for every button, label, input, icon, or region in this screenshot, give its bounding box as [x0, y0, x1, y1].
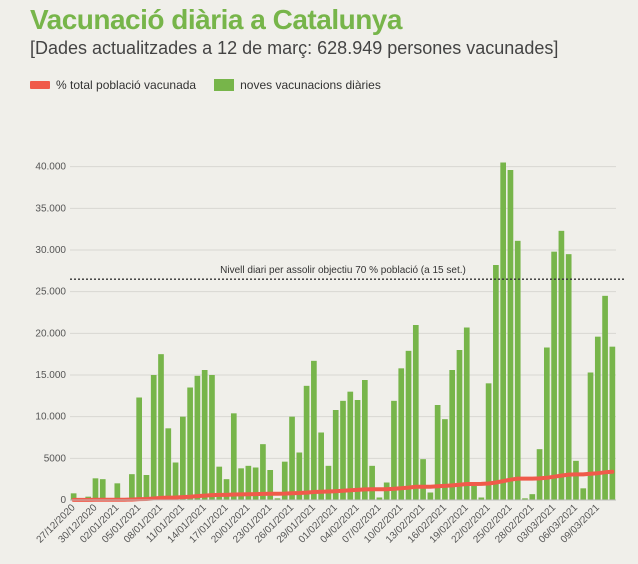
bar	[194, 375, 201, 500]
bar	[565, 254, 572, 500]
bar	[362, 380, 368, 500]
bar	[522, 498, 528, 500]
legend-label-line: % total població vacunada	[56, 78, 197, 92]
bar	[398, 368, 405, 500]
y-tick-label: 5000	[44, 453, 67, 464]
chart-legend: % total població vacunada noves vacunaci…	[30, 78, 399, 92]
y-tick-label: 20.000	[35, 328, 66, 339]
bar	[383, 482, 390, 500]
bar	[209, 375, 215, 500]
bar	[434, 405, 441, 500]
bar	[230, 413, 237, 500]
bar	[544, 347, 550, 500]
legend-item-bars: noves vacunacions diàries	[214, 78, 381, 92]
legend-swatch-line	[30, 81, 50, 89]
y-tick-label: 15.000	[35, 370, 66, 381]
bar	[158, 354, 164, 500]
bar	[456, 350, 463, 500]
bar	[129, 474, 135, 500]
bar	[260, 444, 266, 500]
y-tick-label: 35.000	[35, 203, 66, 214]
bar	[391, 400, 397, 500]
bar	[347, 391, 354, 500]
bar	[238, 468, 244, 500]
bar	[485, 383, 492, 500]
bar	[500, 162, 506, 500]
bar	[245, 465, 252, 500]
bar	[252, 467, 259, 500]
bar	[136, 397, 142, 500]
bar	[580, 488, 587, 500]
bar	[354, 400, 361, 500]
bar	[216, 466, 223, 500]
bar	[609, 346, 616, 500]
bar	[332, 410, 339, 500]
bar	[507, 170, 514, 500]
bar	[187, 387, 193, 500]
bar	[478, 497, 485, 500]
bar	[536, 449, 543, 500]
bar	[223, 479, 230, 500]
y-tick-label: 30.000	[35, 245, 66, 256]
bar	[471, 485, 477, 500]
bar	[573, 460, 579, 500]
bar	[92, 478, 99, 500]
bar	[281, 461, 288, 500]
bar	[70, 493, 77, 500]
legend-item-line: % total població vacunada	[30, 78, 196, 92]
bar	[274, 498, 281, 500]
bar	[427, 492, 434, 500]
bar	[594, 336, 601, 500]
bar	[529, 494, 536, 500]
bar	[558, 230, 565, 501]
legend-label-bars: noves vacunacions diàries	[240, 78, 381, 92]
bar	[602, 295, 608, 500]
bar	[172, 462, 179, 500]
bar	[165, 428, 172, 500]
chart-title: Vacunació diària a Catalunya	[30, 4, 402, 35]
bar	[369, 465, 375, 500]
bar	[514, 240, 521, 501]
bar	[493, 265, 499, 500]
bar	[318, 432, 324, 500]
legend-swatch-bars	[214, 79, 235, 91]
bar	[412, 325, 419, 500]
bar	[289, 416, 295, 500]
bar	[150, 375, 157, 500]
bar	[376, 497, 383, 500]
bar	[143, 475, 150, 500]
bar	[587, 372, 594, 500]
bar	[442, 419, 448, 500]
bar	[340, 400, 346, 500]
chart-subtitle: [Dades actualitzades a 12 de març: 628.9…	[30, 38, 559, 58]
bar	[201, 370, 208, 500]
bar	[449, 370, 456, 500]
bar	[311, 360, 317, 500]
bar	[303, 385, 310, 500]
bar	[267, 470, 274, 500]
reference-line-label: Nivell diari per assolir objectiu 70 % p…	[220, 265, 466, 276]
bar	[551, 251, 557, 500]
y-tick-label: 40.000	[35, 162, 66, 173]
bar	[405, 350, 412, 500]
bar	[99, 479, 106, 500]
y-tick-label: 0	[60, 495, 66, 506]
bar	[420, 459, 426, 500]
bar	[296, 452, 303, 500]
y-tick-label: 10.000	[35, 412, 66, 423]
bar	[180, 416, 186, 500]
bar	[325, 465, 332, 500]
y-tick-label: 25.000	[35, 287, 66, 298]
bar	[463, 327, 470, 500]
bar	[114, 483, 121, 500]
